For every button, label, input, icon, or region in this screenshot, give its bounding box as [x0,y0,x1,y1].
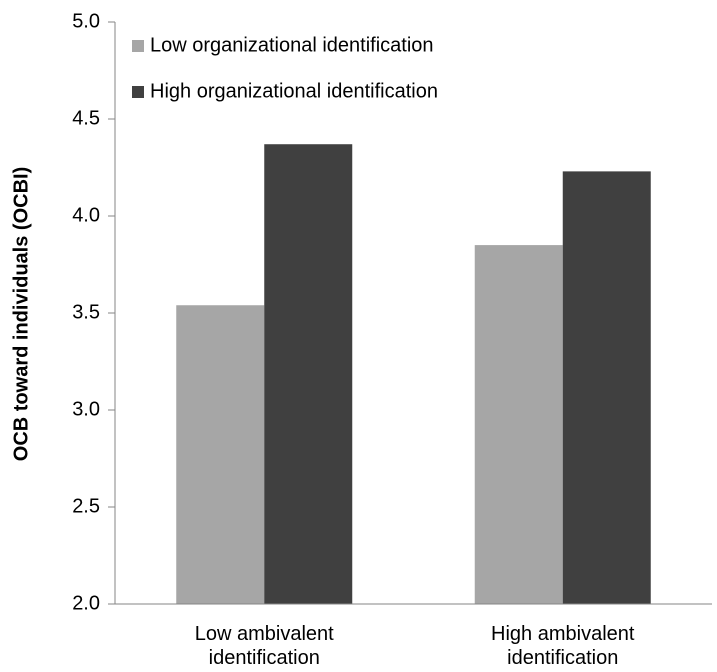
legend-label: Low organizational identification [150,34,434,56]
legend-label: High organizational identification [150,80,438,102]
y-tick-label: 4.0 [72,204,100,226]
bar [562,171,651,604]
y-tick-label: 3.5 [72,301,100,323]
bar [474,245,563,604]
legend-swatch [132,86,144,98]
y-tick-label: 3.0 [72,398,100,420]
bar [264,144,353,604]
y-tick-label: 2.0 [72,592,100,614]
legend-swatch [132,40,144,52]
bar [176,305,265,604]
y-tick-label: 5.0 [72,10,100,32]
y-axis-label: OCB toward individuals (OCBI) [10,167,32,461]
y-tick-label: 2.5 [72,495,100,517]
x-tick-label: High ambivalent identification [491,623,635,669]
y-tick-label: 4.5 [72,107,100,129]
x-tick-label: Low ambivalent identification [194,623,334,669]
